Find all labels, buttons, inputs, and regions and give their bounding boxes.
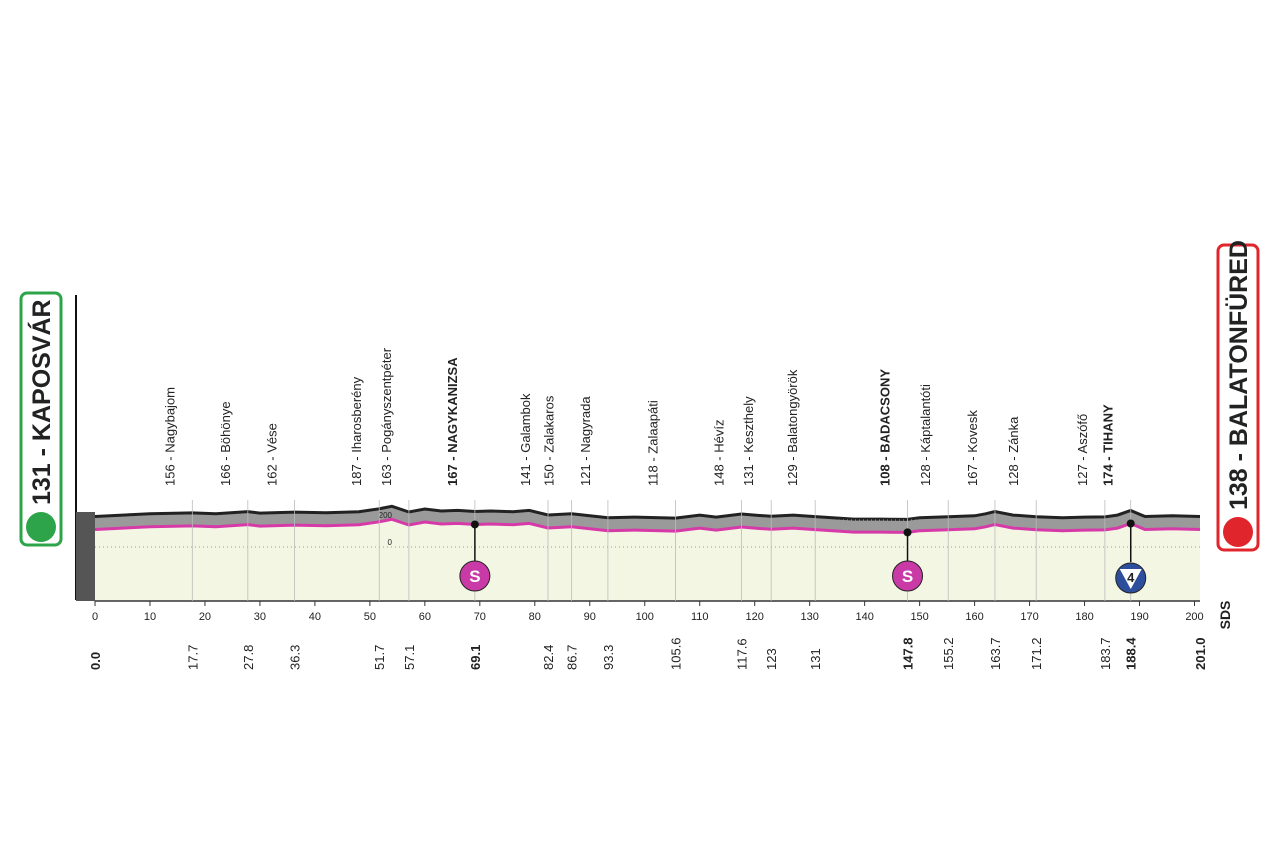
x-tick-label: 190 [1130, 611, 1148, 623]
y-tick-label: 0 [388, 538, 393, 547]
x-tick-label: 80 [529, 611, 541, 623]
km-label: 57.1 [402, 645, 417, 670]
km-label: 188.4 [1124, 637, 1139, 670]
x-tick-label: 20 [199, 611, 211, 623]
waypoint-name: 166 - Böhönye [218, 401, 233, 486]
waypoint-name: 150 - Zalakaros [542, 395, 557, 486]
y-tick-label: 200 [379, 511, 393, 520]
km-label: 155.2 [941, 637, 956, 670]
km-label: 105.6 [669, 637, 684, 670]
sprint-dot [470, 520, 479, 529]
km-label: 117.6 [735, 638, 750, 670]
sprint-badge [892, 560, 924, 592]
kom-shape [1119, 569, 1142, 589]
km-label: 69.1 [468, 645, 483, 670]
sprint-badge [459, 560, 491, 592]
km-label: 147.8 [901, 637, 916, 670]
km-label: 183.7 [1098, 637, 1113, 670]
km-label: 27.8 [241, 645, 256, 670]
km-label: 36.3 [288, 645, 303, 670]
start-box [19, 291, 63, 547]
x-tick-label: 130 [800, 611, 818, 623]
x-tick-label: 160 [965, 611, 983, 623]
waypoint-name: 163 - Pogányszentpéter [379, 347, 394, 486]
waypoint-name: 167 - NAGYKANIZSA [445, 357, 460, 486]
x-tick-label: 30 [254, 611, 266, 623]
waypoint-name: 174 - TIHANY [1101, 404, 1116, 486]
km-label: 93.3 [601, 645, 616, 670]
x-tick-label: 60 [419, 611, 431, 623]
waypoint-name: 118 - Zalaapáti [646, 400, 661, 486]
waypoint-name: 128 - Káptalantóti [918, 384, 933, 486]
x-tick-label: 40 [309, 611, 321, 623]
x-tick-label: 90 [584, 611, 596, 623]
x-tick-label: 140 [855, 611, 873, 623]
kom-dot [1126, 519, 1135, 528]
km-label: 82.4 [541, 645, 556, 670]
finish-box [1216, 243, 1260, 552]
x-tick-label: 100 [636, 611, 654, 623]
x-tick-label: 170 [1020, 611, 1038, 623]
waypoint-name: 162 - Vése [265, 423, 280, 486]
sprint-dot [903, 528, 912, 537]
waypoint-name: 156 - Nagybajom [162, 387, 177, 486]
x-tick-label: 110 [691, 611, 709, 623]
waypoint-name: 121 - Nagyrada [578, 396, 593, 486]
x-tick-label: 0 [92, 611, 98, 623]
waypoint-name: 148 - Hévíz [712, 420, 727, 486]
waypoint-name: 131 - Keszthely [741, 396, 756, 486]
waypoint-name: 141 - Galambok [518, 393, 533, 486]
km-label: 0.0 [88, 652, 103, 670]
side-face [76, 512, 95, 601]
logo: SDS [1217, 601, 1233, 630]
x-tick-label: 180 [1075, 611, 1093, 623]
x-tick-label: 50 [364, 611, 376, 623]
waypoint-name: 167 - Kovesk [965, 410, 980, 486]
x-tick-label: 10 [144, 611, 156, 623]
km-label: 131 [808, 648, 823, 670]
km-label: 201.0 [1193, 637, 1208, 670]
start-icon [26, 512, 56, 542]
x-tick-label: 120 [746, 611, 764, 623]
profile-area [95, 519, 1200, 601]
waypoint-name: 108 - BADACSONY [878, 369, 893, 486]
kom-text: 4 [1127, 570, 1135, 585]
waypoint-name: 187 - Iharosberény [349, 376, 364, 486]
x-tick-label: 200 [1185, 611, 1203, 623]
waypoint-name: 127 - Aszófő [1075, 414, 1090, 486]
x-tick-label: 70 [474, 611, 486, 623]
km-label: 86.7 [565, 645, 580, 670]
start-label: 131 - KAPOSVÁR [27, 299, 56, 505]
km-label: 171.2 [1029, 637, 1044, 670]
km-label: 123 [764, 648, 779, 670]
waypoint-name: 129 - Balatongyörök [785, 369, 800, 486]
km-label: 17.7 [185, 645, 200, 670]
sprint-text: S [902, 567, 913, 586]
x-tick-label: 150 [910, 611, 928, 623]
km-label: 51.7 [372, 645, 387, 670]
km-label: 163.7 [988, 637, 1003, 670]
sprint-text: S [469, 567, 480, 586]
finish-icon [1223, 517, 1253, 547]
finish-label: 138 - BALATONFÜRED [1224, 240, 1253, 510]
waypoint-name: 128 - Zánka [1006, 416, 1021, 486]
